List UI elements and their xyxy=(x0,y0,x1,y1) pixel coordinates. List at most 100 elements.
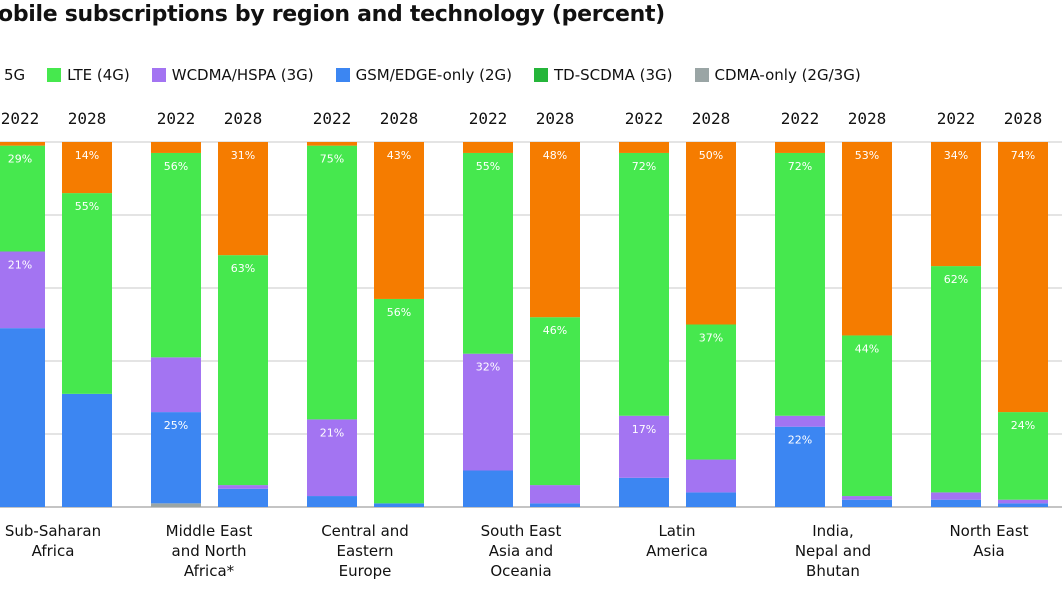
chart-title: obile subscriptions by region and techno… xyxy=(0,2,665,27)
data-label: 24% xyxy=(1011,419,1035,432)
region-label: America xyxy=(646,542,708,560)
region-label: Asia and xyxy=(489,542,553,560)
data-label: 44% xyxy=(855,342,879,355)
data-label: 72% xyxy=(788,160,812,173)
bar-segment-5g xyxy=(931,142,981,267)
data-label: 46% xyxy=(543,324,567,337)
bar-segment-5g xyxy=(998,142,1048,413)
legend-label: WCDMA/HSPA (3G) xyxy=(171,66,314,84)
data-label: 34% xyxy=(944,149,968,162)
bar-segment-lte-4g xyxy=(931,266,981,493)
data-label: 32% xyxy=(476,361,500,374)
legend-swatch xyxy=(47,68,62,82)
legend-item-5g: 5G xyxy=(4,66,25,84)
year-label: 2022 xyxy=(157,109,196,128)
bar-segment-wcdma-hspa-3g xyxy=(931,492,981,500)
data-label: 22% xyxy=(788,434,812,447)
data-label: 21% xyxy=(8,259,32,272)
region-label: Africa* xyxy=(184,562,235,580)
data-label: 25% xyxy=(164,419,188,432)
bar-segment-lte-4g xyxy=(463,152,513,354)
data-label: 17% xyxy=(632,423,656,436)
legend-label: 5G xyxy=(4,66,26,84)
bar-segment-5g xyxy=(619,142,669,153)
bar-segment-lte-4g xyxy=(998,412,1048,500)
data-label: 37% xyxy=(699,332,723,345)
bar-segment-gsm-edge-only-2g xyxy=(62,393,112,507)
region-label: India, xyxy=(812,522,854,540)
bar-segment-gsm-edge-only-2g xyxy=(619,477,669,507)
year-label: 2028 xyxy=(1004,109,1043,128)
bar-segment-5g xyxy=(151,142,201,153)
bar-segment-5g xyxy=(842,142,892,336)
bar-segment-wcdma-hspa-3g xyxy=(307,419,357,497)
year-label: 2028 xyxy=(692,109,731,128)
bar-segment-gsm-edge-only-2g xyxy=(931,499,981,507)
legend-swatch xyxy=(151,68,166,82)
region-label: Asia xyxy=(973,542,1004,560)
year-label: 2022 xyxy=(781,109,820,128)
data-label: 31% xyxy=(231,149,255,162)
legend-swatch xyxy=(694,68,709,82)
bar-segment-wcdma-hspa-3g xyxy=(530,485,580,504)
data-label: 63% xyxy=(231,262,255,275)
bar-segment-lte-4g xyxy=(530,317,580,486)
bar-segment-wcdma-hspa-3g xyxy=(619,415,669,478)
bar-segment-lte-4g xyxy=(62,193,112,394)
bar-segment-gsm-edge-only-2g xyxy=(463,470,513,507)
data-label: 56% xyxy=(387,306,411,319)
bar-segment-lte-4g xyxy=(0,145,45,252)
bar-segment-gsm-edge-only-2g xyxy=(218,488,268,507)
region-label: South East xyxy=(481,522,562,540)
legend-item-gsm-edge-only-2g: GSM/EDGE-only (2G) xyxy=(335,66,512,84)
bar-segment-gsm-edge-only-2g xyxy=(0,328,45,507)
bar-segment-wcdma-hspa-3g xyxy=(775,415,825,427)
bar-segment-5g xyxy=(218,142,268,256)
bar-segment-5g xyxy=(374,142,424,299)
legend-swatch xyxy=(335,68,350,82)
data-label: 72% xyxy=(632,160,656,173)
data-label: 50% xyxy=(699,149,723,162)
year-label: 2028 xyxy=(380,109,419,128)
bar-segment-5g xyxy=(307,142,357,146)
bar-segment-gsm-edge-only-2g xyxy=(686,492,736,507)
data-label: 14% xyxy=(75,149,99,162)
bar-segment-5g xyxy=(686,142,736,325)
bar-segment-5g xyxy=(0,142,45,146)
bar-segment-lte-4g xyxy=(374,298,424,504)
bar-segment-gsm-edge-only-2g xyxy=(151,412,201,504)
data-label: 75% xyxy=(320,153,344,166)
bar-segment-wcdma-hspa-3g xyxy=(842,496,892,500)
legend-label: CDMA-only (2G/3G) xyxy=(714,66,861,84)
region-label: Latin xyxy=(658,522,695,540)
region-label: Middle East xyxy=(166,522,253,540)
data-label: 56% xyxy=(164,160,188,173)
bar-segment-wcdma-hspa-3g xyxy=(998,499,1048,504)
region-label: Europe xyxy=(339,562,392,580)
year-label: 2028 xyxy=(224,109,263,128)
region-label: Bhutan xyxy=(806,562,860,580)
bar-segment-wcdma-hspa-3g xyxy=(686,459,736,493)
legend-item-wcdma-hspa-3g: WCDMA/HSPA (3G) xyxy=(151,66,314,84)
bar-segment-gsm-edge-only-2g xyxy=(775,426,825,507)
bar-segment-lte-4g xyxy=(686,324,736,460)
bar-segment-lte-4g xyxy=(218,255,268,486)
bar-segment-wcdma-hspa-3g xyxy=(218,485,268,489)
legend-label: GSM/EDGE-only (2G) xyxy=(355,66,512,84)
legend-item-td-scdma-3g: TD-SCDMA (3G) xyxy=(533,66,673,84)
data-label: 53% xyxy=(855,149,879,162)
legend-item-cdma-only-2g-3g: CDMA-only (2G/3G) xyxy=(694,66,861,84)
bar-segment-lte-4g xyxy=(151,152,201,358)
bar-segment-lte-4g xyxy=(842,335,892,497)
bar-segment-gsm-edge-only-2g xyxy=(998,503,1048,507)
bar-segment-lte-4g xyxy=(619,152,669,416)
bar-segment-gsm-edge-only-2g xyxy=(374,503,424,507)
bar-segment-lte-4g xyxy=(307,145,357,420)
bar-segment-5g xyxy=(530,142,580,318)
data-label: 74% xyxy=(1011,149,1035,162)
data-label: 62% xyxy=(944,273,968,286)
bar-segment-gsm-edge-only-2g xyxy=(530,503,580,507)
bar-segment-5g xyxy=(463,142,513,153)
bar-segment-wcdma-hspa-3g xyxy=(463,353,513,471)
